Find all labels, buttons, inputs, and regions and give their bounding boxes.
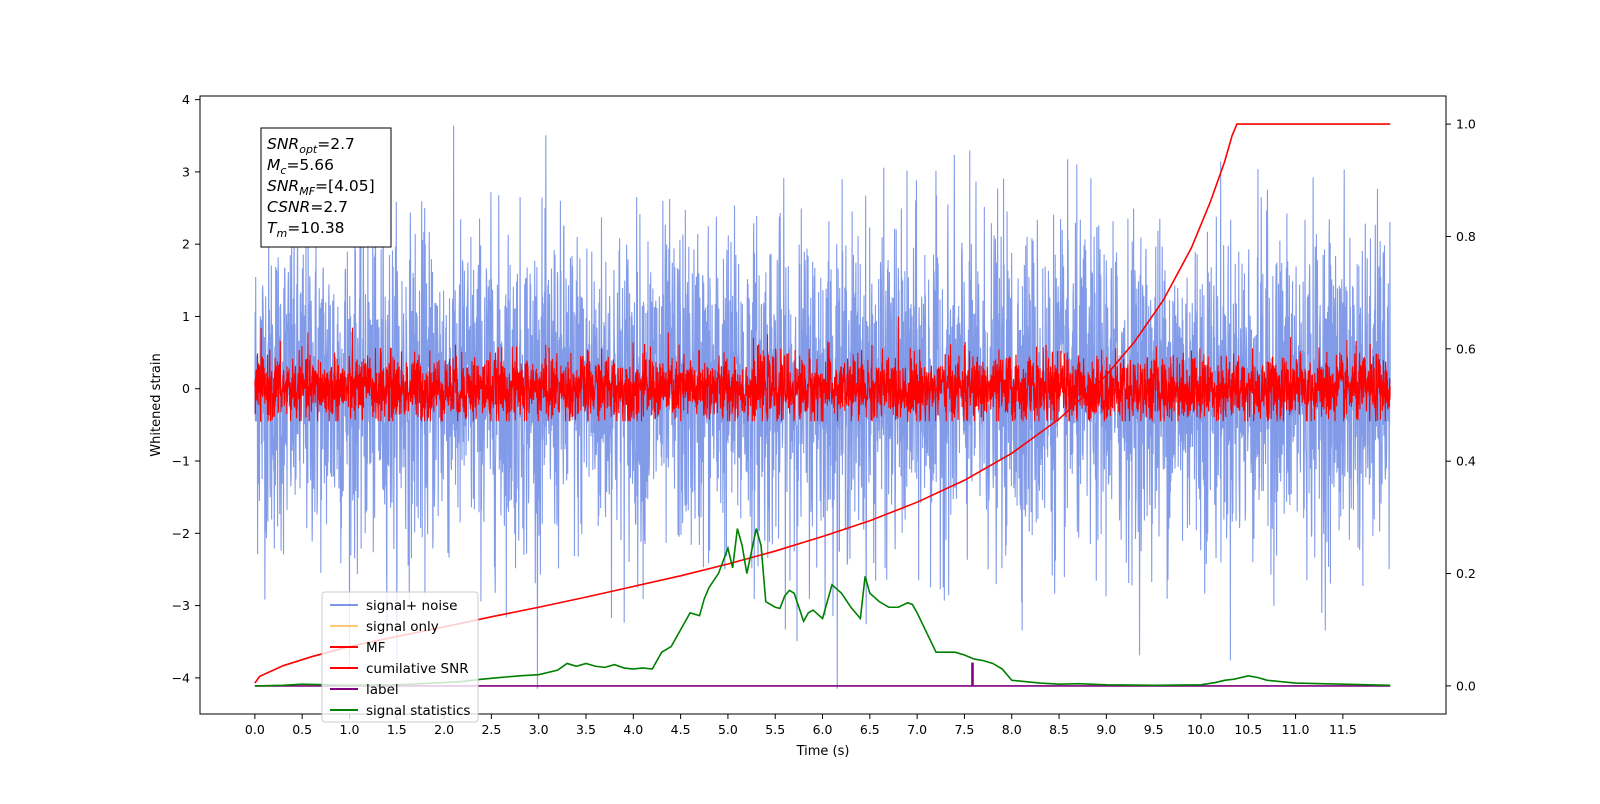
legend-label-cumilative-snr: cumilative SNR [366,661,469,677]
y-axis-title: Whitened strain [149,353,164,456]
x-tick-label: 7.5 [954,722,974,737]
y-right-tick-label: 1.0 [1456,117,1476,132]
info-box-line: SNRMF=[4.05] [267,177,375,198]
y-tick-label: −3 [172,598,190,613]
x-tick-label: 10.5 [1234,722,1262,737]
y-tick-label: −1 [172,454,190,469]
legend-label-label: label [366,682,399,698]
x-tick-label: 9.5 [1144,722,1164,737]
x-axis: 0.0 0.5 1.0 1.5 2.0 2.5 3.0 3.5 4.0 4.5 5.0 5.5 6.0 6… [245,714,1357,737]
info-box-frame [260,127,392,248]
x-tick-label: 9.0 [1096,722,1116,737]
y-tick-label: 4 [182,92,190,107]
y-tick-label: 1 [182,309,190,324]
x-tick-label: 0.0 [245,722,265,737]
legend-label-signal-noise: signal+ noise [366,598,457,614]
series-line-mf [254,316,1391,422]
x-tick-label: 6.0 [813,722,833,737]
legend-label-mf: MF [366,640,385,656]
x-tick-label: 2.0 [434,722,454,737]
x-tick-label: 7.0 [907,722,927,737]
y-right-tick-label: 0.2 [1456,566,1476,581]
y-axis-right: 0.0 0.2 0.4 0.6 0.8 1.0 [1446,117,1476,693]
y-axis-left: −4 −3 −2 −1 0 1 2 3 4 [172,92,200,685]
legend-label-signal-statistics: signal statistics [366,703,470,719]
x-tick-label: 8.0 [1002,722,1022,737]
info-box-line: SNRopt=2.7 [267,135,355,156]
info-box-line: CSNR=2.7 [267,198,348,216]
x-tick-label: 4.0 [623,722,643,737]
legend-frame [321,591,479,723]
x-tick-label: 0.5 [292,722,312,737]
y-tick-label: 2 [182,237,190,252]
x-tick-label: 3.5 [576,722,596,737]
x-tick-label: 1.5 [387,722,407,737]
x-tick-label: 1.0 [340,722,360,737]
info-box-line: Tm=10.38 [267,219,345,240]
x-tick-label: 5.5 [765,722,785,737]
legend: signal+ noise signal only MF cumilative SNR… [321,591,479,723]
x-tick-label: 5.0 [718,722,738,737]
x-tick-label: 10.0 [1187,722,1215,737]
legend-label-signal-only: signal only [366,619,439,635]
info-box-line: Mc=5.66 [267,156,334,177]
series-line-label [254,662,1391,687]
y-right-tick-label: 0.0 [1456,678,1476,693]
y-right-tick-label: 0.8 [1456,229,1476,244]
y-tick-label: −4 [172,670,190,685]
x-tick-label: 8.5 [1049,722,1069,737]
y-right-tick-label: 0.6 [1456,341,1476,356]
y-tick-label: 0 [182,381,190,396]
x-axis-title: Time (s) [796,744,850,759]
x-tick-label: 3.0 [529,722,549,737]
y-right-tick-label: 0.4 [1456,454,1476,469]
x-tick-label: 6.5 [860,722,880,737]
x-tick-label: 2.5 [481,722,501,737]
y-tick-label: −2 [172,526,190,541]
y-tick-label: 3 [182,164,190,179]
x-tick-label: 4.5 [671,722,691,737]
series-line-signal-statistics [254,528,1391,687]
x-tick-label: 11.0 [1282,722,1310,737]
x-tick-label: 11.5 [1329,722,1357,737]
